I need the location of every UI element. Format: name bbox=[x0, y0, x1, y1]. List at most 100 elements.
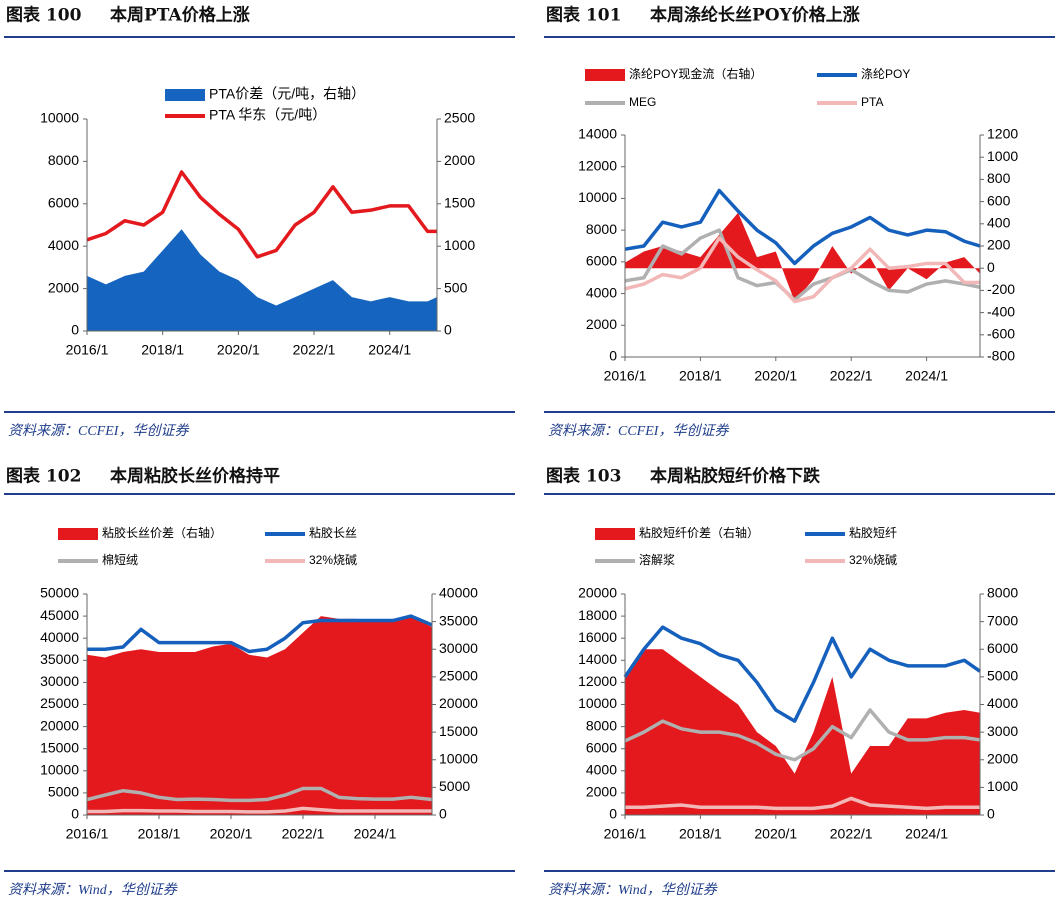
x-tick-label: 2022/1 bbox=[830, 826, 873, 842]
y2-tick-label: -600 bbox=[987, 326, 1015, 342]
y2-tick-label: 7000 bbox=[987, 612, 1018, 628]
y2-tick-label: -400 bbox=[987, 303, 1015, 319]
y-tick-label: 0 bbox=[609, 348, 617, 364]
y-tick-label: 30000 bbox=[40, 673, 79, 689]
x-tick-label: 2020/1 bbox=[754, 368, 797, 384]
y-tick-label: 25000 bbox=[40, 695, 79, 711]
y2-tick-label: -200 bbox=[987, 281, 1015, 297]
y2-tick-label: 400 bbox=[987, 215, 1011, 231]
y2-tick-label: 25000 bbox=[439, 668, 478, 684]
x-tick-label: 2018/1 bbox=[679, 826, 722, 842]
y-tick-label: 18000 bbox=[578, 607, 617, 623]
source-note: 资料来源：CCFEI，华创证券 bbox=[8, 423, 189, 439]
y2-tick-label: 600 bbox=[987, 192, 1011, 208]
y2-tick-label: 800 bbox=[987, 170, 1011, 186]
y-tick-label: 2000 bbox=[586, 316, 617, 332]
y-tick-label: 10000 bbox=[578, 695, 617, 711]
y2-tick-label: 5000 bbox=[439, 778, 470, 794]
area-series bbox=[625, 212, 980, 302]
legend-label: 粘胶长丝 bbox=[309, 525, 357, 540]
y-tick-label: 45000 bbox=[40, 607, 79, 623]
y-tick-label: 6000 bbox=[586, 739, 617, 755]
y-tick-label: 4000 bbox=[586, 284, 617, 300]
y-tick-label: 2000 bbox=[586, 784, 617, 800]
y-tick-label: 20000 bbox=[40, 717, 79, 733]
x-tick-label: 2022/1 bbox=[293, 342, 336, 358]
y2-tick-label: 0 bbox=[987, 259, 995, 275]
legend-label: PTA价差（元/吨，右轴） bbox=[209, 86, 365, 102]
y-tick-label: 50000 bbox=[40, 585, 79, 601]
figure-title: 本周PTA价格上涨 bbox=[110, 5, 250, 26]
legend-label: 32%烧碱 bbox=[849, 553, 897, 567]
y2-tick-label: 20000 bbox=[439, 695, 478, 711]
y2-tick-label: 1200 bbox=[987, 126, 1018, 142]
legend-label: 溶解浆 bbox=[639, 552, 675, 567]
y-tick-label: 6000 bbox=[586, 253, 617, 269]
y2-tick-label: 0 bbox=[987, 806, 995, 822]
x-tick-label: 2016/1 bbox=[604, 368, 647, 384]
x-tick-label: 2016/1 bbox=[66, 342, 109, 358]
figure-label: 图表 102 bbox=[6, 466, 81, 487]
y-tick-label: 0 bbox=[71, 806, 79, 822]
y-tick-label: 14000 bbox=[578, 651, 617, 667]
legend-label: MEG bbox=[629, 95, 656, 109]
legend-label: 32%烧碱 bbox=[309, 553, 357, 567]
x-tick-label: 2024/1 bbox=[905, 826, 948, 842]
x-tick-label: 2018/1 bbox=[138, 826, 181, 842]
line-series bbox=[623, 625, 982, 723]
y2-tick-label: 2000 bbox=[444, 152, 475, 168]
x-tick-label: 2020/1 bbox=[210, 826, 253, 842]
y2-tick-label: -800 bbox=[987, 348, 1015, 364]
y2-tick-label: 500 bbox=[444, 279, 468, 295]
line-series bbox=[87, 614, 433, 654]
y-tick-label: 2000 bbox=[48, 279, 79, 295]
line-series bbox=[86, 786, 433, 803]
figure-label: 图表 101 bbox=[546, 5, 621, 26]
x-tick-label: 2016/1 bbox=[604, 826, 647, 842]
y-tick-label: 0 bbox=[71, 322, 79, 338]
legend-label: 涤纶POY现金流（右轴） bbox=[629, 66, 762, 81]
x-tick-label: 2018/1 bbox=[141, 342, 184, 358]
line-series bbox=[625, 796, 980, 811]
y2-tick-label: 4000 bbox=[987, 695, 1018, 711]
x-tick-label: 2022/1 bbox=[830, 368, 873, 384]
x-tick-label: 2016/1 bbox=[66, 826, 109, 842]
y-tick-label: 12000 bbox=[578, 157, 617, 173]
legend-label: 粘胶长丝价差（右轴） bbox=[102, 525, 222, 540]
line-series bbox=[624, 228, 981, 302]
y-tick-label: 8000 bbox=[586, 221, 617, 237]
y-tick-label: 5000 bbox=[48, 784, 79, 800]
y2-tick-label: 15000 bbox=[439, 723, 478, 739]
y2-tick-label: 0 bbox=[444, 322, 452, 338]
line-series bbox=[624, 236, 980, 304]
y2-tick-label: 40000 bbox=[439, 585, 478, 601]
legend-label: 棉短绒 bbox=[102, 553, 138, 567]
y2-tick-label: 30000 bbox=[439, 640, 478, 656]
source-note: 资料来源：CCFEI，华创证券 bbox=[548, 423, 729, 439]
figure-title: 本周粘胶长丝价格持平 bbox=[110, 466, 280, 487]
y-tick-label: 16000 bbox=[578, 629, 617, 645]
area-series bbox=[87, 616, 432, 815]
y2-tick-label: 1000 bbox=[987, 778, 1018, 794]
y-tick-label: 4000 bbox=[48, 237, 79, 253]
y2-tick-label: 8000 bbox=[987, 585, 1018, 601]
y2-tick-label: 3000 bbox=[987, 723, 1018, 739]
y-tick-label: 8000 bbox=[48, 152, 79, 168]
line-series bbox=[87, 806, 432, 814]
y2-tick-label: 1000 bbox=[444, 237, 475, 253]
line-series bbox=[624, 708, 981, 762]
legend-label: PTA bbox=[861, 95, 883, 109]
x-tick-label: 2020/1 bbox=[754, 826, 797, 842]
y-tick-label: 40000 bbox=[40, 629, 79, 645]
y2-tick-label: 1500 bbox=[444, 195, 475, 211]
y-tick-label: 15000 bbox=[40, 739, 79, 755]
y2-tick-label: 2000 bbox=[987, 750, 1018, 766]
x-tick-label: 2024/1 bbox=[368, 342, 411, 358]
legend-swatch bbox=[585, 69, 625, 81]
legend-label: 粘胶短纤 bbox=[849, 525, 897, 540]
x-tick-label: 2022/1 bbox=[282, 826, 325, 842]
y-tick-label: 12000 bbox=[578, 673, 617, 689]
y2-tick-label: 5000 bbox=[987, 668, 1018, 684]
legend-swatch bbox=[595, 528, 635, 540]
